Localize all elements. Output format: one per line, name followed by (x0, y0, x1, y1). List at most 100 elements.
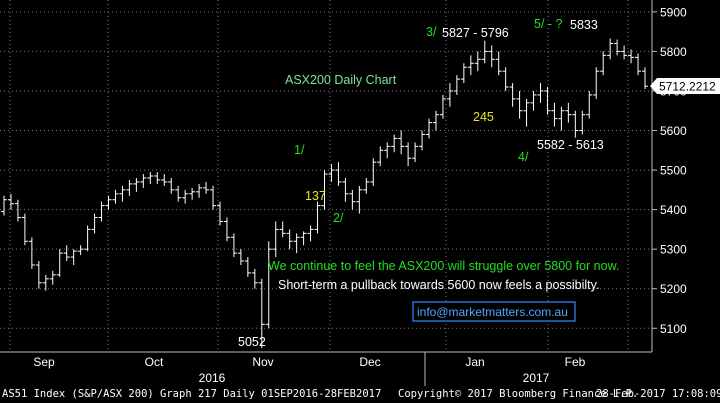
x-axis-labels: Sep Oct Nov Dec Jan Feb 2016 2017 (33, 352, 586, 386)
low-5052-label: 5052 (238, 335, 266, 349)
ohlc-bar (384, 142, 391, 159)
ohlc-bar (467, 55, 474, 76)
x-month-label: Jan (465, 355, 484, 369)
ohlc-bar (426, 118, 433, 139)
ohlc-bar (98, 201, 105, 222)
ohlc-bar (398, 130, 405, 155)
wave-1-label: 1/ (294, 143, 305, 157)
ohlc-bar (154, 172, 161, 184)
ohlc-bar (63, 245, 70, 262)
footer-bar: AS51 Index (S&P/ASX 200) Graph 217 Daily… (0, 386, 720, 403)
wave-3-label: 3/ (426, 25, 437, 39)
x-month-label: Dec (359, 355, 380, 369)
ohlc-bar (509, 83, 516, 107)
ohlc-bar (628, 49, 635, 64)
ohlc-bar (182, 189, 189, 204)
ohlc-bar (349, 189, 356, 210)
ohlc-bar (516, 90, 523, 119)
ohlc-bar (168, 177, 175, 194)
ohlc-bar (600, 51, 607, 76)
ohlc-bar (377, 146, 384, 167)
ohlc-bar (307, 225, 314, 242)
x-year-label: 2016 (199, 371, 226, 385)
ohlc-bar (356, 185, 363, 214)
ohlc-bar (70, 249, 77, 265)
ohlc-bar (84, 225, 91, 252)
ohlc-bar (544, 87, 551, 115)
ohlc-bar (251, 268, 258, 289)
ohlc-bar (189, 187, 196, 200)
contact-email[interactable]: info@marketmatters.com.au (417, 305, 568, 319)
wave-2-label: 2/ (333, 211, 344, 225)
ohlc-bar (321, 170, 328, 210)
ohlc-bar (412, 142, 419, 163)
ohlc-bar (112, 189, 119, 204)
wave-4-label: 4/ (518, 150, 529, 164)
ohlc-bar (161, 174, 168, 186)
ohlc-bar (237, 249, 244, 265)
range-high-label: 5827 - 5796 (442, 26, 509, 40)
wave-5-label: 5/ - ? (534, 17, 563, 31)
ohlc-bar (586, 90, 593, 119)
ohlc-bar (133, 177, 140, 192)
ohlc-bar (119, 185, 126, 202)
ohlc-bar (530, 90, 537, 111)
ohlc-bar (607, 38, 614, 60)
ohlc-bar (481, 40, 488, 64)
level-245-label: 245 (473, 110, 494, 124)
ohlc-bar (635, 53, 642, 76)
ohlc-bar (286, 229, 293, 250)
ohlc-bar (558, 106, 565, 131)
ohlc-bar (537, 83, 544, 103)
ohlc-bar (642, 67, 648, 89)
ohlc-bar (258, 278, 265, 349)
ohlc-bar (14, 199, 21, 222)
ohlc-bar (7, 193, 14, 210)
ohlc-bar (265, 241, 272, 329)
ohlc-bar (210, 185, 217, 210)
ohlc-bar (147, 172, 154, 184)
y-tick-label: 5200 (660, 282, 687, 296)
ohlc-bar (279, 221, 286, 238)
ohlc-bar (175, 185, 182, 202)
last-price-marker: 5712.2212 (650, 78, 720, 94)
ohlc-bar (460, 63, 467, 84)
contact-box (412, 301, 576, 322)
x-month-label: Sep (33, 355, 55, 369)
ohlc-bar (244, 257, 251, 277)
peak-5833-label: 5833 (570, 18, 598, 32)
ohlc-bar (42, 274, 49, 291)
ohlc-bar (77, 245, 84, 256)
y-tick-label: 5600 (660, 124, 687, 138)
ohlc-bar (565, 102, 572, 123)
ohlc-bar (21, 213, 28, 246)
ohlc-bar (28, 237, 35, 269)
ohlc-bar (126, 179, 133, 196)
ohlc-bar (196, 183, 203, 198)
ohlc-bar (391, 134, 398, 153)
ohlc-bar (446, 83, 453, 107)
range-low-label: 5582 - 5613 (537, 138, 604, 152)
ohlc-bar (551, 102, 558, 127)
y-tick-label: 5500 (660, 164, 687, 178)
ohlc-bar (216, 201, 223, 226)
ohlc-bar (614, 39, 621, 56)
ohlc-bar (140, 174, 147, 188)
x-month-label: Oct (145, 355, 164, 369)
y-tick-label: 5300 (660, 243, 687, 257)
ohlc-bar (272, 221, 279, 258)
ohlc-bar (342, 177, 349, 202)
ohlc-bar (432, 110, 439, 131)
x-year-label: 2017 (523, 371, 550, 385)
ohlc-bar (579, 110, 586, 135)
chart-title: ASX200 Daily Chart (285, 73, 397, 87)
ohlc-bar (91, 213, 98, 234)
ohlc-bar (495, 51, 502, 76)
ohlc-bar (1, 195, 7, 216)
y-tick-label: 5900 (660, 5, 687, 19)
ohlc-bar (363, 177, 370, 194)
ohlc-bar (300, 231, 307, 246)
ohlc-bar (105, 195, 112, 210)
